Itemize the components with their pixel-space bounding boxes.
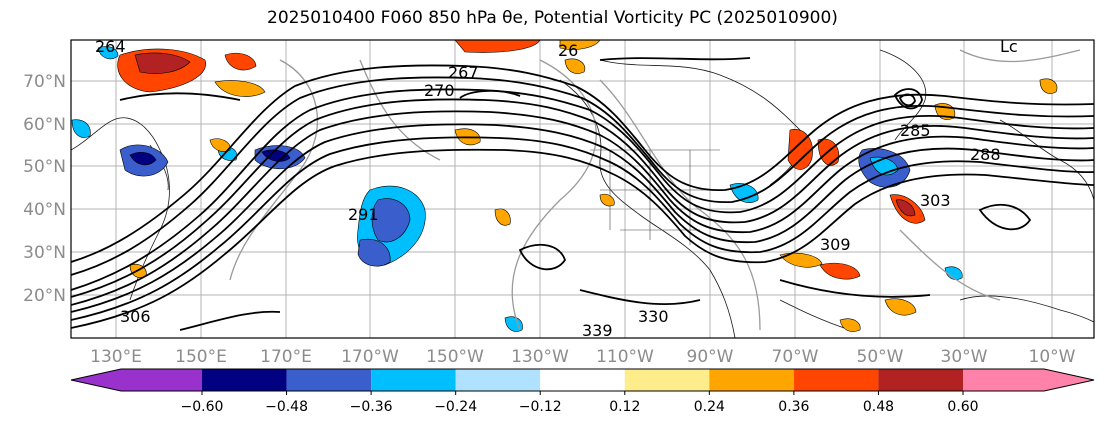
- lon-label: 90°W: [687, 347, 734, 367]
- contour-label-285: 285: [900, 121, 931, 140]
- colorbar-segment: [878, 369, 963, 391]
- contour-label-288: 288: [970, 145, 1001, 164]
- contour-label-264: 264: [95, 37, 126, 56]
- colorbar-tick-label: 0.48: [863, 399, 894, 415]
- colorbar-segment: [709, 369, 794, 391]
- colorbar-tick-label: −0.36: [350, 399, 393, 415]
- lat-label: 60°N: [23, 115, 66, 135]
- lon-label: 50°W: [857, 347, 904, 367]
- map-panel: 264 267 270 285 288 291 303 309 330 339 …: [70, 37, 1095, 340]
- longitude-labels: 130°E 150°E 170°E 170°W 150°W 130°W 110°…: [90, 347, 1076, 367]
- contour-label-309: 309: [820, 235, 851, 254]
- lon-label: 10°W: [1029, 347, 1076, 367]
- lat-label: 30°N: [23, 243, 66, 263]
- colorbar-tick-label: −0.12: [519, 399, 562, 415]
- colorbar-ticks: −0.60 −0.48 −0.36 −0.24 −0.12 0.12 0.24 0.36 0.4…: [181, 391, 979, 415]
- contour-label-26: 26: [558, 41, 578, 60]
- contour-labels: 264 267 270 285 288 291 303 309 330 339 …: [95, 37, 1018, 340]
- lon-label: 170°E: [260, 347, 312, 367]
- colorbar-outline: [70, 368, 1095, 392]
- colorbar-segments: [70, 368, 1095, 392]
- colorbar-tick-label: 0.36: [778, 399, 809, 415]
- colorbar-extend-low: [71, 369, 202, 391]
- contour-label-291: 291: [348, 205, 379, 224]
- colorbar-segment: [793, 369, 879, 391]
- contour-label-303: 303: [920, 191, 951, 210]
- colorbar-segment: [371, 369, 456, 391]
- contour-label-330: 330: [638, 307, 669, 326]
- colorbar: −0.60 −0.48 −0.36 −0.24 −0.12 0.12 0.24 0.36 0.4…: [70, 368, 1095, 415]
- colorbar-tick-label: 0.24: [694, 399, 725, 415]
- lon-label: 30°W: [941, 347, 988, 367]
- lat-label: 40°N: [23, 200, 66, 220]
- lon-label: 150°W: [426, 347, 484, 367]
- lon-label: 130°E: [90, 347, 142, 367]
- colorbar-segment: [455, 369, 541, 391]
- lon-label: 150°E: [175, 347, 227, 367]
- lat-label: 70°N: [23, 72, 66, 92]
- lat-label: 50°N: [23, 157, 66, 177]
- colorbar-segment: [540, 369, 625, 391]
- colorbar-tick-label: −0.60: [181, 399, 224, 415]
- theta-e-contours: [71, 57, 1094, 331]
- colorbar-tick-label: 0.12: [609, 399, 640, 415]
- gray-contours: [229, 49, 1081, 331]
- colorbar-tick-label: 0.60: [947, 399, 978, 415]
- lon-label: 130°W: [511, 347, 569, 367]
- colorbar-segment: [286, 369, 372, 391]
- contour-label-267: 267: [448, 63, 479, 82]
- contour-label-306: 306: [120, 307, 151, 326]
- lon-label: 110°W: [596, 347, 654, 367]
- lon-label: 70°W: [772, 347, 819, 367]
- contour-label-lc: Lc: [1000, 37, 1018, 56]
- colorbar-extend-high: [963, 369, 1094, 391]
- latitude-labels: 70°N 60°N 50°N 40°N 30°N 20°N: [23, 72, 66, 306]
- map-frame: [70, 39, 1095, 339]
- colorbar-tick-label: −0.48: [265, 399, 308, 415]
- lat-label: 20°N: [23, 286, 66, 306]
- colorbar-segment: [624, 369, 710, 391]
- page-title: 2025010400 F060 850 hPa θe, Potential Vo…: [267, 8, 838, 28]
- colorbar-tick-label: −0.24: [434, 399, 477, 415]
- contour-label-270: 270: [424, 81, 455, 100]
- lon-label: 170°W: [341, 347, 399, 367]
- colorbar-segment: [202, 369, 287, 391]
- pv-shading: [71, 40, 1058, 332]
- contour-label-339: 339: [582, 321, 613, 340]
